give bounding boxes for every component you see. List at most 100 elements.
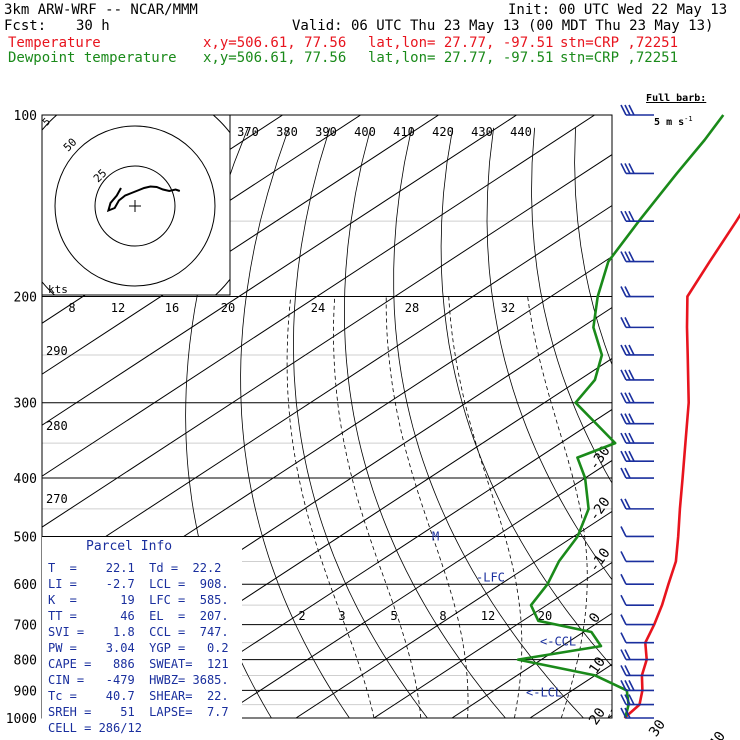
- wind-barb: [620, 210, 654, 222]
- isotherm-label: -20: [586, 494, 614, 524]
- speed-tick-label: 28: [405, 301, 419, 315]
- parcel-info-row: K = 19 LFC = 585.: [48, 593, 229, 607]
- dry-adiabat-label: 280: [46, 419, 68, 433]
- wind-barb: [620, 467, 654, 479]
- parcel-info-row: LI = -2.7 LCL = 908.: [48, 577, 229, 591]
- isotherm-label: -10: [586, 545, 614, 575]
- speed-tick-label: 12: [111, 301, 125, 315]
- pressure-tick-label: 500: [14, 530, 37, 545]
- isotherm-line: [686, 115, 740, 718]
- hodograph-ring: [94, 165, 176, 247]
- isotherm-label: 30: [646, 717, 669, 740]
- wind-barb: [620, 680, 654, 692]
- dry-adiabat-line: [657, 128, 740, 731]
- mixing-ratio-label: 20: [538, 609, 552, 623]
- dry-adiabat-line: [531, 127, 612, 484]
- pressure-tick-label: 700: [14, 619, 37, 634]
- pressure-tick-label: 400: [14, 472, 37, 487]
- mixing-ratio-label: 3: [338, 609, 345, 623]
- speed-tick-label: 32: [501, 301, 515, 315]
- isotherm-line: [42, 115, 517, 426]
- pressure-tick-label: 300: [14, 397, 37, 412]
- wind-barb: [620, 413, 654, 425]
- isotherm-line: [42, 115, 439, 375]
- dry-adiabat-line: [617, 128, 740, 731]
- moist-adiabat-line: [527, 296, 588, 718]
- wind-barb: [620, 104, 654, 116]
- wind-barb: [620, 163, 654, 175]
- moist-adiabat-line: [448, 296, 523, 718]
- wind-barb: [620, 317, 654, 329]
- dry-adiabat-line: [393, 127, 585, 718]
- theta-label: 440: [510, 125, 532, 139]
- theta-label: 430: [471, 125, 493, 139]
- theta-label: 380: [276, 125, 298, 139]
- dewpoint-xy: x,y=506.61, 77.56: [203, 50, 347, 66]
- parcel-info-row: CELL = 286/12: [48, 721, 142, 735]
- wind-barb: [620, 286, 654, 298]
- dry-adiabat-line: [240, 127, 350, 718]
- hodograph-trace: [106, 185, 181, 213]
- parcel-info-row: SVI = 1.8 CCL = 747.: [48, 625, 229, 639]
- isotherm-label: 20: [586, 705, 609, 728]
- isotherm-line: [607, 714, 612, 718]
- dry-adiabat-line: [440, 127, 612, 667]
- wind-barb: [620, 432, 654, 444]
- theta-label: 410: [393, 125, 415, 139]
- forecast-label: Fcst:: [4, 18, 47, 34]
- parcel-info-row: PW = 3.04 YGP = 0.2: [48, 641, 229, 655]
- init-time: Init: 00 UTC Wed 22 May 13: [508, 2, 728, 18]
- mixing-ratio-label: 2: [298, 609, 305, 623]
- wind-barb: [620, 614, 654, 626]
- parcel-info-row: TT = 46 EL = 207.: [48, 609, 229, 623]
- mixing-ratio-label: 8: [439, 609, 446, 623]
- isotherm-line: [373, 561, 612, 718]
- pressure-tick-label: 1000: [6, 712, 37, 727]
- hodograph-units-label: kts: [48, 283, 68, 296]
- isotherm-line: [42, 154, 612, 528]
- dewpoint-legend: Dewpoint temperature: [8, 50, 177, 66]
- pressure-tick-label: 200: [14, 291, 37, 306]
- parcel-info-title: Parcel Info: [86, 539, 173, 554]
- wind-barb: [620, 498, 654, 510]
- isotherm-line: [529, 663, 612, 718]
- barb-legend: Full barb: 5 m s-1: [634, 84, 706, 128]
- dewpoint-latlon: lat,lon= 27.77, -97.51: [368, 50, 554, 66]
- dry-adiabat-line: [293, 127, 428, 718]
- parcel-info-row: CIN = -479 HWBZ= 3685.: [48, 673, 229, 687]
- speed-tick-label: 24: [311, 301, 325, 315]
- isotherm-line: [451, 612, 612, 718]
- speed-tick-label: 16: [165, 301, 179, 315]
- temperature-latlon: lat,lon= 27.77, -97.51: [368, 35, 554, 51]
- plot-frame: [41, 114, 613, 719]
- dry-adiabat-label: 290: [46, 344, 68, 358]
- moist-adiabat-line: [655, 297, 740, 719]
- moist-adiabat-line: [607, 708, 612, 718]
- isotherm-line: [295, 510, 612, 718]
- wind-barb: [620, 694, 654, 706]
- dewpoint-station: stn=CRP ,72251: [560, 50, 679, 66]
- dewpoint-line: [516, 114, 725, 719]
- wind-barb: [620, 551, 654, 563]
- wind-barb: [620, 526, 654, 538]
- wind-barb: [620, 707, 654, 719]
- mixing-ratio-label: 5: [390, 609, 397, 623]
- pressure-tick-label: 100: [14, 109, 37, 124]
- parcel-info-row: CAPE = 886 SWEAT= 121: [48, 657, 229, 671]
- pressure-tick-label: 800: [14, 654, 37, 669]
- dry-adiabat-label: 270: [46, 492, 68, 506]
- isotherm-line: [217, 459, 612, 718]
- theta-label: 390: [315, 125, 337, 139]
- wind-barb: [620, 450, 654, 462]
- pressure-tick-label: 900: [14, 684, 37, 699]
- barb-legend-line1: Full barb:: [646, 93, 707, 104]
- wind-barb: [620, 251, 654, 263]
- barb-legend-line2: 5 m s: [654, 117, 685, 129]
- temperature-line: [623, 212, 740, 719]
- model-title: 3km ARW-WRF -- NCAR/MMM: [4, 2, 198, 18]
- temperature-station: stn=CRP ,72251: [560, 35, 679, 51]
- parcel-level-label: <-CCL: [540, 635, 576, 649]
- wind-barb: [620, 594, 654, 606]
- moist-adiabat-line: [385, 296, 469, 718]
